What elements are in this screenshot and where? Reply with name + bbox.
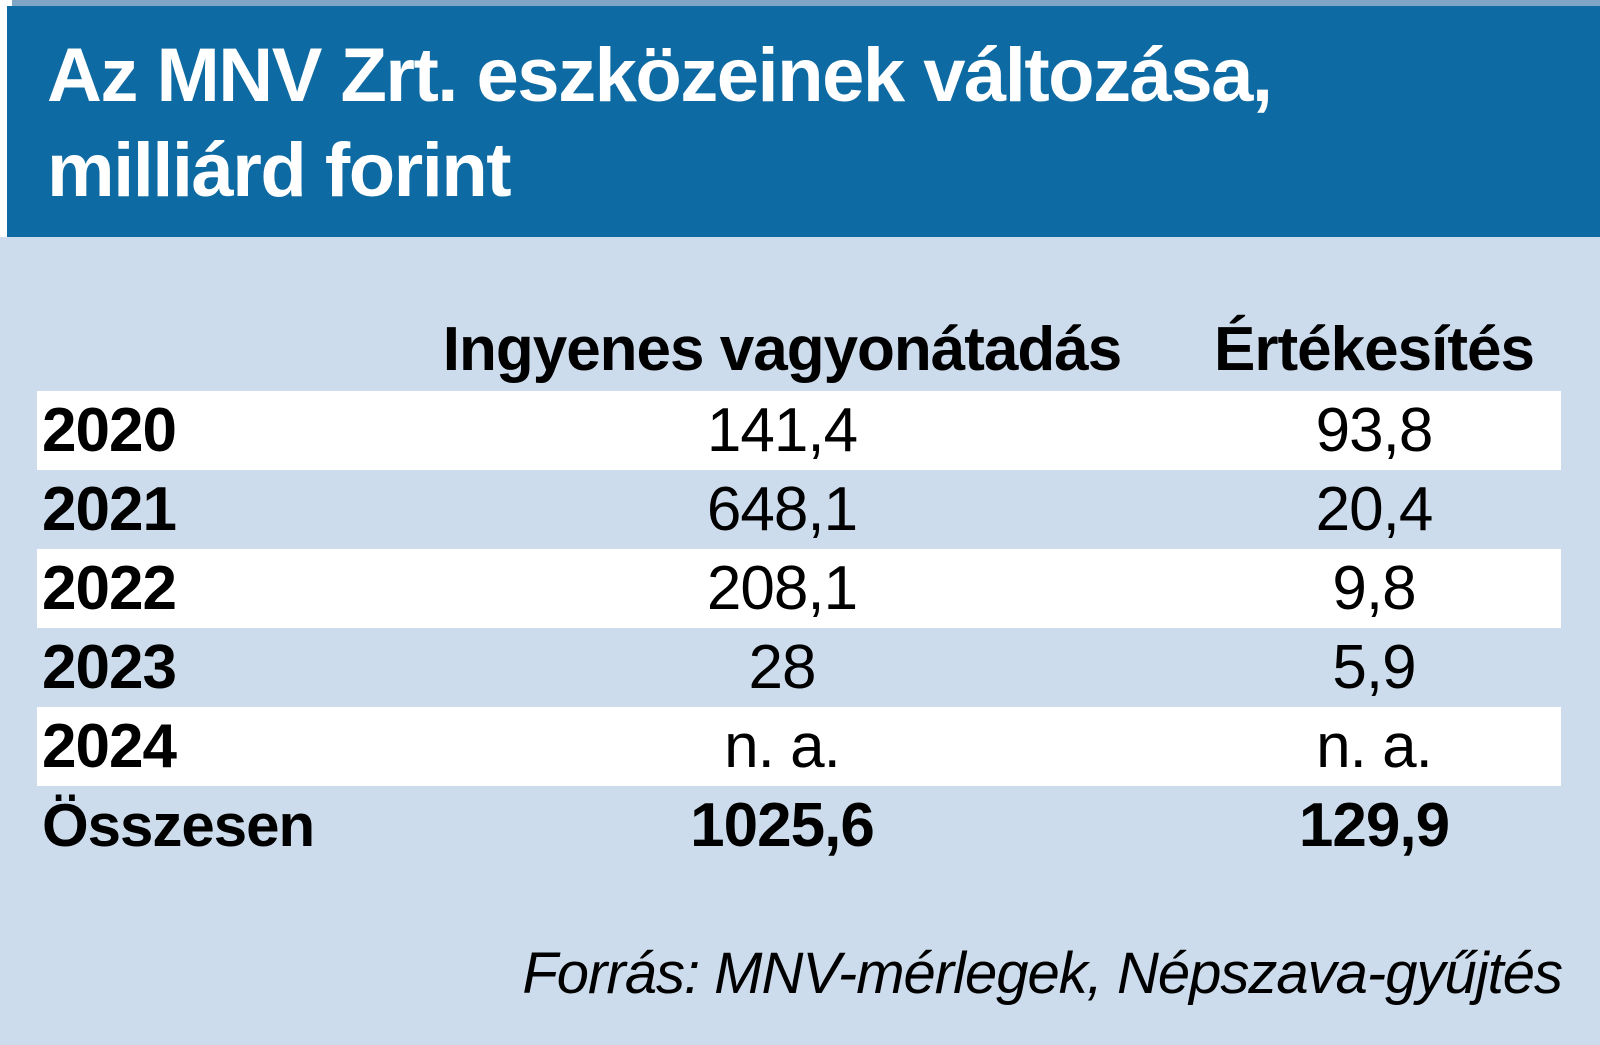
header-sales: Értékesítés <box>1214 314 1535 384</box>
row-sales-value: 20,4 <box>1315 475 1434 544</box>
row-sales-value: 93,8 <box>1315 396 1434 465</box>
row-year: 2020 <box>42 396 177 465</box>
title-banner: Az MNV Zrt. eszközeinek változása, milli… <box>7 6 1600 237</box>
data-table: Ingyenes vagyonátadás Értékesítés 2020 1… <box>37 307 1561 865</box>
table-row-2024: 2024 n. a. n. a. <box>37 707 1561 786</box>
table-row-2022: 2022 208,1 9,8 <box>37 549 1561 628</box>
table-area: Ingyenes vagyonátadás Értékesítés 2020 1… <box>0 237 1600 1045</box>
row-year: 2024 <box>42 712 177 781</box>
row-sales-value: 9,8 <box>1332 554 1416 623</box>
table-row-2023: 2023 28 5,9 <box>37 628 1561 707</box>
row-transfer-value: 208,1 <box>706 554 858 623</box>
page-title-line2: milliárd forint <box>47 128 512 213</box>
row-year: 2023 <box>42 633 177 702</box>
page-title: Az MNV Zrt. eszközeinek változása, milli… <box>7 6 1600 218</box>
total-transfer-value: 1025,6 <box>690 791 875 860</box>
total-label: Összesen <box>42 792 315 859</box>
row-sales-value: 5,9 <box>1332 633 1416 702</box>
row-transfer-value: 141,4 <box>706 396 858 465</box>
table-total-row: Összesen 1025,6 129,9 <box>37 786 1561 865</box>
table-header-row: Ingyenes vagyonátadás Értékesítés <box>37 307 1561 391</box>
row-transfer-value: n. a. <box>724 712 841 781</box>
total-sales-value: 129,9 <box>1298 791 1450 860</box>
page-title-line1: Az MNV Zrt. eszközeinek változása, <box>47 33 1273 118</box>
table-row-2020: 2020 141,4 93,8 <box>37 391 1561 470</box>
row-sales-value: n. a. <box>1316 712 1433 781</box>
header-transfer: Ingyenes vagyonátadás <box>442 314 1123 384</box>
row-year: 2022 <box>42 554 177 623</box>
table-row-2021: 2021 648,1 20,4 <box>37 470 1561 549</box>
row-transfer-value: 648,1 <box>706 475 858 544</box>
source-credit: Forrás: MNV-mérlegek, Népszava-gyűjtés <box>522 941 1563 1006</box>
row-transfer-value: 28 <box>748 633 817 702</box>
row-year: 2021 <box>42 475 177 544</box>
top-accent-strip <box>12 0 1600 6</box>
